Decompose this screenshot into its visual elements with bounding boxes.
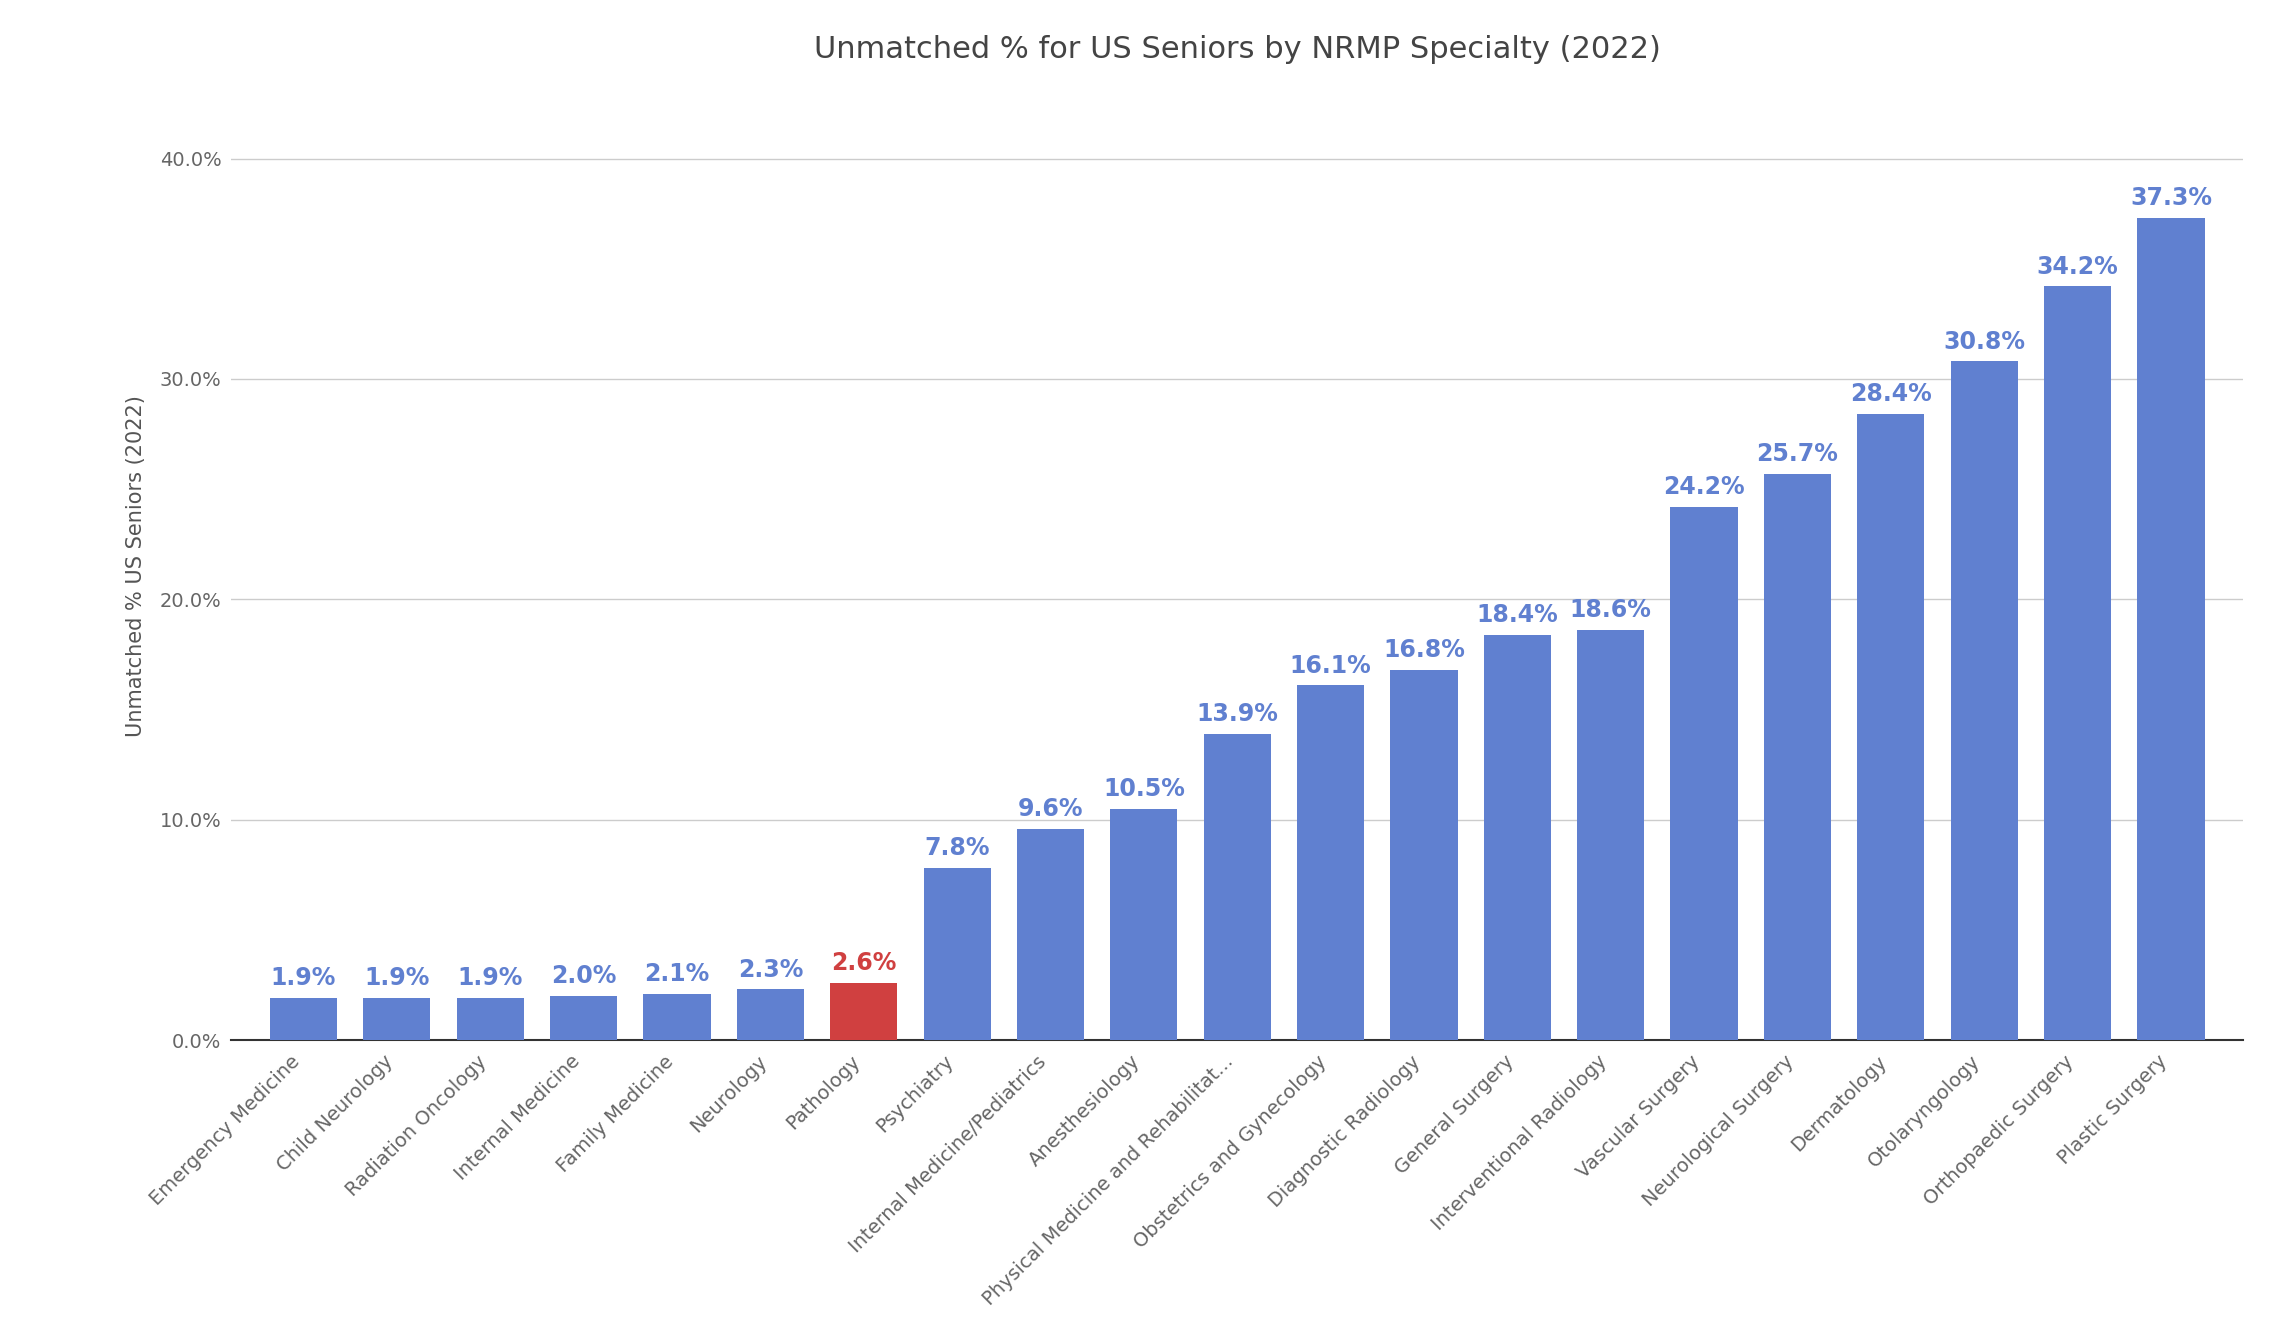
Text: 9.6%: 9.6% [1018,797,1084,821]
Bar [549,996,617,1040]
Text: 1.9%: 1.9% [271,966,337,991]
Bar [1670,507,1738,1040]
Bar [1950,362,2018,1040]
Bar [2137,218,2205,1040]
Text: 2.6%: 2.6% [831,952,898,976]
Bar [1109,809,1178,1040]
Text: 10.5%: 10.5% [1103,777,1185,801]
Bar [1296,685,1365,1040]
Text: 28.4%: 28.4% [1850,383,1932,406]
Text: 7.8%: 7.8% [925,836,991,860]
Title: Unmatched % for US Seniors by NRMP Specialty (2022): Unmatched % for US Seniors by NRMP Speci… [813,35,1661,63]
Text: 16.1%: 16.1% [1289,653,1371,677]
Text: 18.6%: 18.6% [1570,598,1652,622]
Bar [1576,630,1645,1040]
Bar [642,993,711,1040]
Text: 2.3%: 2.3% [738,958,804,981]
Text: 16.8%: 16.8% [1383,638,1465,663]
Text: 18.4%: 18.4% [1476,603,1558,626]
Bar [1763,473,1832,1040]
Bar [1203,734,1271,1040]
Bar [923,868,991,1040]
Text: 2.0%: 2.0% [551,964,617,988]
Bar [1857,414,1925,1040]
Bar [456,999,524,1040]
Bar [1483,634,1551,1040]
Bar [829,982,898,1040]
Bar [269,999,337,1040]
Text: 13.9%: 13.9% [1196,702,1278,726]
Bar [362,999,431,1040]
Text: 37.3%: 37.3% [2130,187,2212,211]
Text: 34.2%: 34.2% [2037,254,2119,278]
Bar [1390,669,1458,1040]
Y-axis label: Unmatched % US Seniors (2022): Unmatched % US Seniors (2022) [125,395,146,738]
Text: 2.1%: 2.1% [645,962,711,986]
Bar [2043,286,2112,1040]
Text: 25.7%: 25.7% [1756,442,1838,466]
Bar [736,989,804,1040]
Bar [1016,828,1084,1040]
Text: 24.2%: 24.2% [1663,474,1745,499]
Text: 1.9%: 1.9% [364,966,431,991]
Text: 30.8%: 30.8% [1943,329,2025,353]
Text: 1.9%: 1.9% [458,966,524,991]
